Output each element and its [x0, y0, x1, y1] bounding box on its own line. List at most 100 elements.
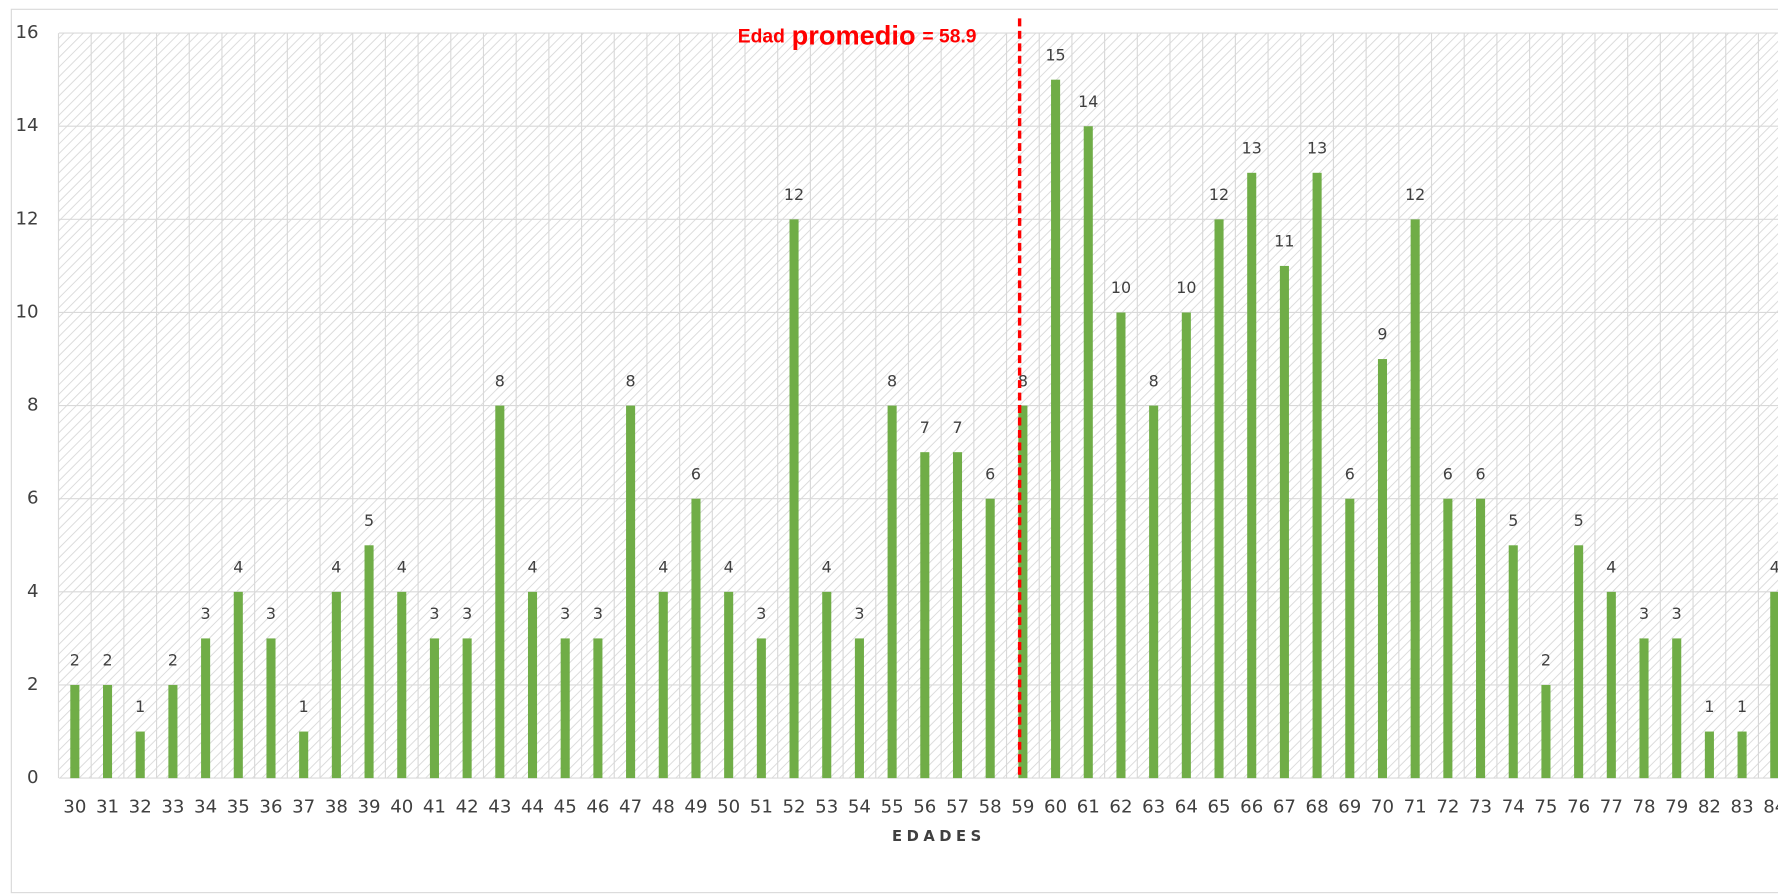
x-tick-label: 53	[815, 797, 838, 818]
x-tick-label: 39	[358, 797, 381, 818]
bar	[462, 638, 472, 779]
y-tick-label: 0	[27, 767, 39, 788]
data-label: 8	[887, 371, 897, 390]
x-tick-label: 48	[652, 797, 675, 818]
data-label: 3	[593, 604, 603, 623]
data-label: 12	[784, 185, 804, 204]
bar	[1737, 731, 1747, 779]
y-tick-label: 4	[27, 581, 39, 602]
bar	[1377, 359, 1388, 779]
x-tick-label: 32	[129, 797, 152, 818]
x-tick-label: 33	[161, 797, 184, 818]
bar	[1639, 638, 1649, 779]
x-tick-label: 72	[1436, 797, 1459, 818]
x-tick-label: 57	[946, 797, 969, 818]
data-label: 3	[201, 604, 211, 623]
data-label: 3	[1672, 604, 1682, 623]
bar	[70, 684, 80, 779]
bar	[168, 684, 178, 779]
x-tick-label: 61	[1077, 797, 1100, 818]
data-label: 6	[985, 464, 995, 483]
x-tick-label: 84	[1763, 797, 1778, 818]
x-tick-label: 30	[63, 797, 86, 818]
x-tick-label: 75	[1534, 797, 1557, 818]
bar	[1606, 591, 1616, 779]
data-label: 3	[756, 604, 766, 623]
data-label: 4	[527, 558, 537, 577]
data-label: 4	[331, 558, 341, 577]
bar	[233, 591, 243, 779]
x-tick-label: 73	[1469, 797, 1492, 818]
x-tick-label: 35	[227, 797, 250, 818]
data-label: 13	[1307, 138, 1327, 157]
bar	[1672, 638, 1682, 779]
x-tick-label: 43	[488, 797, 511, 818]
bar	[1279, 265, 1289, 779]
data-label: 11	[1274, 232, 1294, 251]
bar	[789, 219, 799, 779]
x-tick-label: 59	[1011, 797, 1034, 818]
data-label: 8	[1149, 371, 1159, 390]
bar	[1181, 312, 1191, 779]
bar	[1214, 219, 1224, 779]
data-label: 4	[1606, 558, 1616, 577]
bar	[1541, 684, 1551, 779]
bar	[1083, 126, 1093, 779]
bar	[299, 731, 309, 779]
data-label: 4	[822, 558, 832, 577]
data-label: 2	[168, 651, 178, 670]
x-axis-label: EDADES	[892, 828, 986, 845]
data-label: 15	[1045, 45, 1065, 64]
bar	[1051, 79, 1061, 779]
y-tick-label: 8	[27, 395, 39, 416]
y-tick-label: 14	[15, 115, 38, 136]
y-tick-label: 6	[27, 488, 39, 509]
y-tick-label: 16	[15, 22, 38, 43]
bar	[1116, 312, 1126, 779]
data-label: 14	[1078, 92, 1098, 111]
data-label: 2	[1541, 651, 1551, 670]
x-tick-label: 41	[423, 797, 446, 818]
data-label: 1	[1704, 697, 1714, 716]
x-tick-label: 60	[1044, 797, 1067, 818]
bar	[1410, 219, 1420, 779]
data-label: 6	[691, 464, 701, 483]
data-label: 7	[952, 418, 962, 437]
bar	[1770, 591, 1778, 779]
x-tick-label: 77	[1600, 797, 1623, 818]
bar	[1508, 545, 1518, 779]
mean-annotation-label-suffix: = 58.9	[922, 27, 976, 48]
bar	[658, 591, 668, 779]
x-tick-label: 46	[586, 797, 609, 818]
x-tick-label: 58	[979, 797, 1002, 818]
y-tick-label: 10	[15, 301, 38, 322]
x-tick-label: 56	[913, 797, 936, 818]
bar	[822, 591, 832, 779]
y-tick-label: 2	[27, 674, 39, 695]
bar	[1443, 498, 1453, 779]
data-label: 5	[1508, 511, 1518, 530]
data-label: 4	[1770, 558, 1778, 577]
bar	[626, 405, 636, 779]
x-tick-label: 50	[717, 797, 740, 818]
x-tick-label: 31	[96, 797, 119, 818]
bar	[691, 498, 701, 779]
data-label: 4	[397, 558, 407, 577]
data-label: 2	[70, 651, 80, 670]
plot-layer: 0246810121416302312321332343354363371384…	[15, 18, 1778, 818]
bar	[266, 638, 276, 779]
x-tick-label: 68	[1306, 797, 1329, 818]
mean-annotation-label-emphasis: promedio	[792, 20, 916, 51]
x-tick-label: 55	[881, 797, 904, 818]
bar	[1345, 498, 1355, 779]
data-label: 10	[1111, 278, 1131, 297]
x-tick-label: 79	[1665, 797, 1688, 818]
data-label: 3	[1639, 604, 1649, 623]
bar	[887, 405, 897, 779]
bar	[952, 452, 963, 779]
x-tick-label: 69	[1338, 797, 1361, 818]
data-label: 3	[266, 604, 276, 623]
bar	[1312, 172, 1322, 779]
bar	[724, 591, 734, 779]
